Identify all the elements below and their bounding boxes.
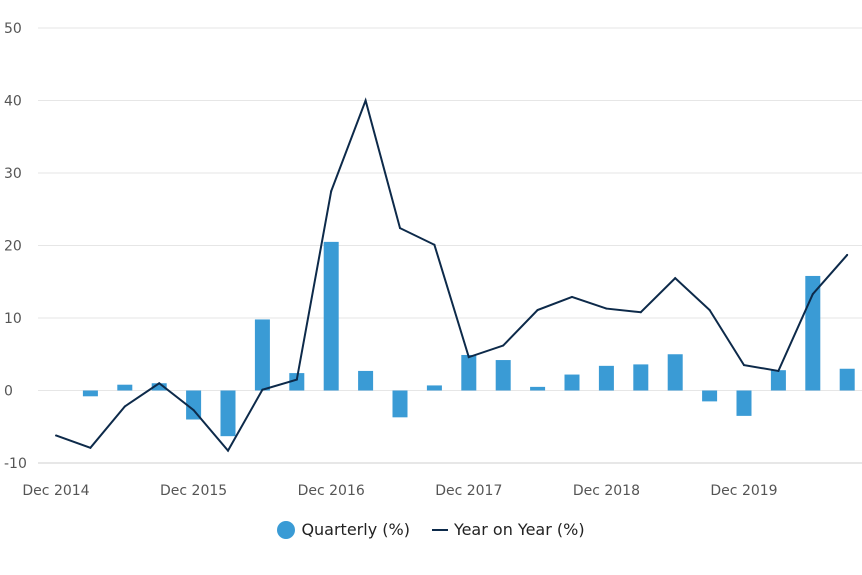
line-point xyxy=(674,277,677,280)
line-point xyxy=(399,227,401,230)
line-point xyxy=(846,253,849,256)
bar-quarterly[interactable] xyxy=(839,368,855,391)
y-tick-label: -10 xyxy=(4,456,27,472)
bars-quarterly xyxy=(82,241,855,437)
line-point xyxy=(777,369,780,372)
bar-quarterly[interactable] xyxy=(220,390,236,437)
series-line-year-on-year[interactable] xyxy=(55,97,848,453)
line-point xyxy=(639,311,642,314)
bar-quarterly[interactable] xyxy=(495,360,511,391)
line-point xyxy=(467,356,470,359)
x-tick-label: Dec 2017 xyxy=(435,483,502,499)
y-tick-label: 40 xyxy=(4,94,22,110)
line-point xyxy=(295,378,298,381)
line-point xyxy=(811,293,814,296)
line-point xyxy=(364,99,367,102)
line-point xyxy=(192,409,195,412)
legend-label-year-on-year: Year on Year (%) xyxy=(453,520,585,539)
line-year-on-year xyxy=(55,97,849,453)
bar-quarterly[interactable] xyxy=(289,373,305,391)
line-point xyxy=(123,405,126,408)
line-point xyxy=(605,307,608,310)
x-tick-label: Dec 2014 xyxy=(22,483,89,499)
bar-quarterly[interactable] xyxy=(426,385,442,391)
bar-quarterly[interactable] xyxy=(358,370,374,391)
line-point xyxy=(89,446,92,449)
x-tick-label: Dec 2019 xyxy=(710,483,777,499)
bar-quarterly[interactable] xyxy=(633,364,649,391)
bar-quarterly[interactable] xyxy=(151,383,167,391)
legend: Quarterly (%) Year on Year (%) xyxy=(0,520,862,539)
line-point xyxy=(227,449,229,452)
line-point xyxy=(330,190,333,193)
y-tick-label: 20 xyxy=(4,239,22,255)
bar-quarterly[interactable] xyxy=(461,354,477,391)
bar-quarterly[interactable] xyxy=(564,374,580,391)
line-point xyxy=(55,434,57,437)
y-tick-label: 10 xyxy=(4,311,22,327)
legend-item-quarterly[interactable]: Quarterly (%) xyxy=(277,520,410,539)
bar-quarterly[interactable] xyxy=(736,390,752,416)
bar-quarterly[interactable] xyxy=(186,390,202,420)
line-point xyxy=(708,309,711,312)
bar-quarterly[interactable] xyxy=(770,370,786,391)
legend-item-year-on-year[interactable]: Year on Year (%) xyxy=(431,520,585,539)
x-tick-label: Dec 2018 xyxy=(573,483,640,499)
x-tick-label: Dec 2015 xyxy=(160,483,227,499)
line-point xyxy=(502,344,505,347)
bar-quarterly[interactable] xyxy=(598,365,614,391)
bar-quarterly[interactable] xyxy=(323,241,339,391)
bar-quarterly[interactable] xyxy=(82,390,98,397)
gridlines xyxy=(38,27,862,464)
line-point xyxy=(536,309,539,312)
bar-quarterly[interactable] xyxy=(254,319,270,391)
bar-quarterly[interactable] xyxy=(117,384,133,391)
bar-quarterly[interactable] xyxy=(392,390,408,418)
legend-label-quarterly: Quarterly (%) xyxy=(301,520,410,539)
y-tick-label: 30 xyxy=(4,166,22,182)
line-point xyxy=(261,388,264,391)
x-tick-label: Dec 2016 xyxy=(298,483,365,499)
line-point xyxy=(158,382,161,385)
bar-quarterly[interactable] xyxy=(530,386,546,391)
y-tick-label: 50 xyxy=(4,21,22,37)
x-axis: Dec 2014 Dec 2015 Dec 2016 Dec 2017 Dec 2018… xyxy=(22,483,777,499)
legend-marker-circle-icon xyxy=(277,520,296,539)
line-point xyxy=(743,364,745,367)
legend-marker-line-icon xyxy=(431,528,448,531)
line-point xyxy=(571,295,573,298)
y-tick-label: 0 xyxy=(4,384,13,400)
line-point xyxy=(433,243,436,246)
y-axis: -10 0 10 20 30 40 50 xyxy=(4,21,27,472)
bar-quarterly[interactable] xyxy=(667,354,683,391)
bar-quarterly[interactable] xyxy=(702,390,718,402)
